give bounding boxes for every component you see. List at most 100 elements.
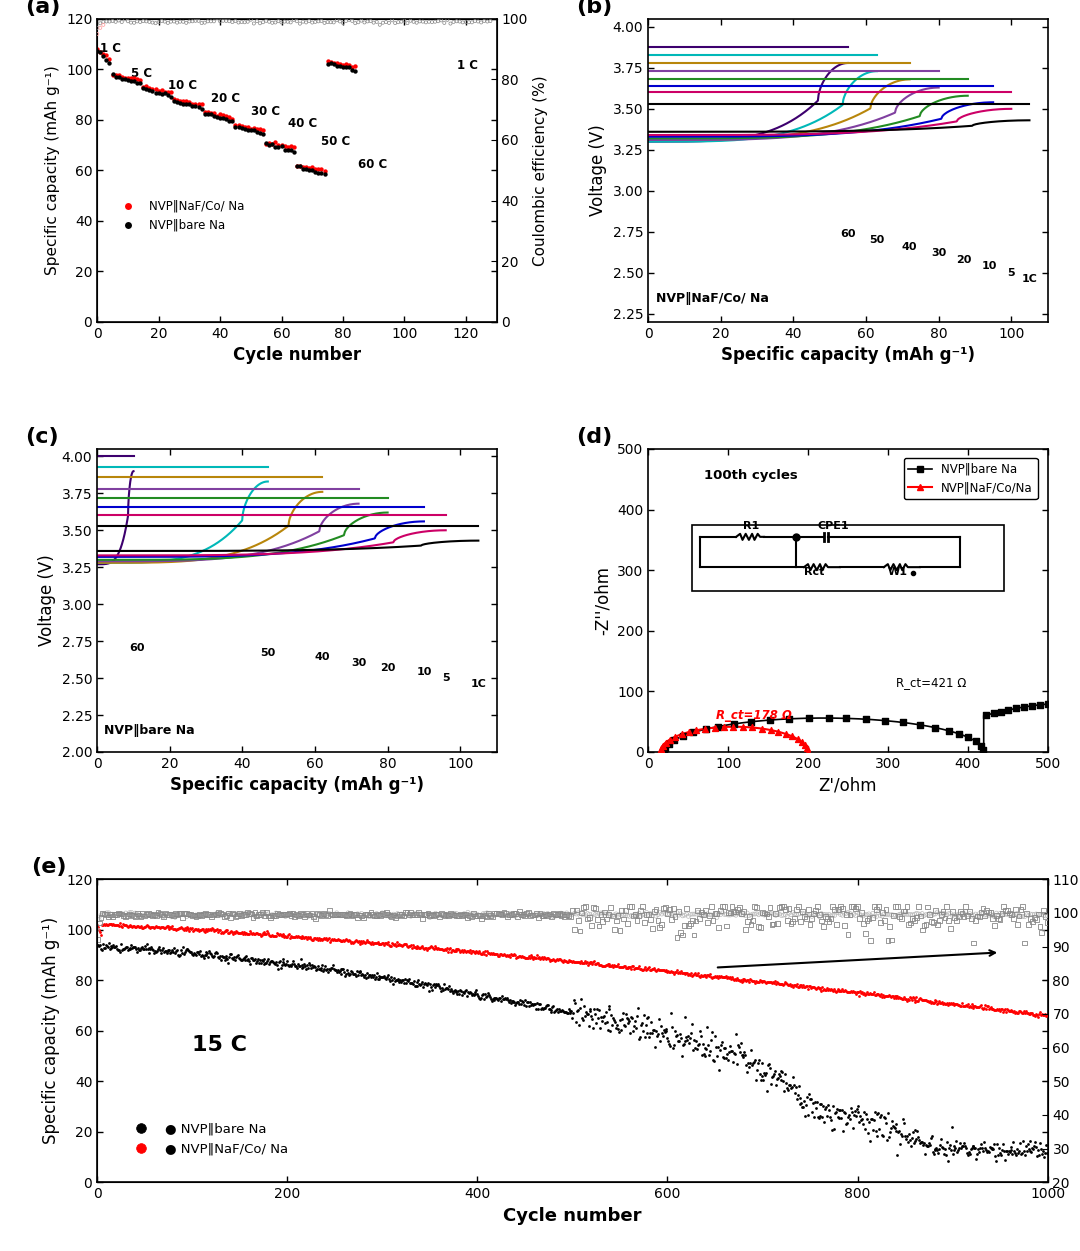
Point [670,963,687,983]
Point [399,13,416,33]
Point [891,907,908,927]
Point [281,903,298,923]
Point [948,1142,966,1162]
Point [297,927,314,947]
Point [569,1000,586,1020]
Point [512,946,529,966]
Point [967,996,984,1016]
Point [140,11,158,31]
Point [627,1018,645,1038]
Point [935,993,953,1013]
Point [611,957,629,977]
Point [906,904,923,924]
Point [724,896,741,916]
Point [288,156,306,176]
Point [527,948,544,968]
Point [807,1097,824,1117]
Point [836,1102,853,1122]
Point [656,961,673,981]
Point [1001,906,1018,926]
Point [648,1026,665,1046]
Point [284,903,301,923]
Point [796,904,813,924]
Point [338,960,355,980]
Point [765,972,782,992]
Point [217,109,234,129]
Point [526,906,543,926]
Point [818,1097,835,1117]
Point [217,11,234,31]
Point [777,972,794,992]
Point [309,903,326,923]
Point [321,960,338,980]
Point [977,1140,995,1160]
Point [220,106,238,126]
Point [270,136,287,156]
Point [1003,904,1021,924]
Point [521,946,538,966]
Point [539,948,556,968]
Point [227,904,244,924]
Point [876,1107,893,1127]
Point [234,923,252,943]
Text: 5: 5 [442,673,449,683]
Point [743,1056,760,1076]
Point [814,1096,832,1116]
Point [963,906,981,926]
Point [996,896,1013,916]
Point [895,1113,913,1133]
Point [967,904,984,924]
Point [644,918,661,938]
Point [227,906,244,926]
Point [103,937,120,957]
Point [689,901,706,921]
Point [140,906,158,926]
Point [1003,1001,1021,1021]
Point [694,1035,712,1055]
Point [806,1107,823,1127]
Point [548,1000,565,1020]
Point [806,977,823,997]
Point [195,904,213,924]
Point [798,976,815,996]
Point [563,1001,580,1021]
Point [610,1022,627,1042]
Point [708,903,726,923]
Point [886,986,903,1006]
Point [1026,1136,1043,1156]
Point [618,1008,635,1028]
Point [193,94,211,114]
Point [354,965,372,985]
Point [471,942,488,962]
Point [557,951,575,971]
Point [602,906,619,926]
Text: CPE1: CPE1 [818,520,849,530]
Point [1023,1003,1040,1023]
Point [874,987,891,1007]
Point [885,904,902,924]
Point [193,906,211,926]
Point [910,1130,928,1150]
Point [734,904,752,924]
Point [879,986,896,1006]
Point [418,941,435,961]
Point [343,11,361,31]
Point [599,1020,617,1040]
Point [454,906,471,926]
Point [416,904,433,924]
Point [505,945,523,965]
Point [794,1097,811,1117]
Point [769,903,786,923]
Point [144,906,161,926]
Point [703,968,720,988]
Point [914,990,931,1010]
Point [684,904,701,924]
Point [565,951,582,971]
Point [720,968,738,988]
Point [136,917,153,937]
Point [916,916,933,936]
Point [197,904,214,924]
Point [892,908,909,928]
Point [127,938,145,958]
Point [503,945,521,965]
